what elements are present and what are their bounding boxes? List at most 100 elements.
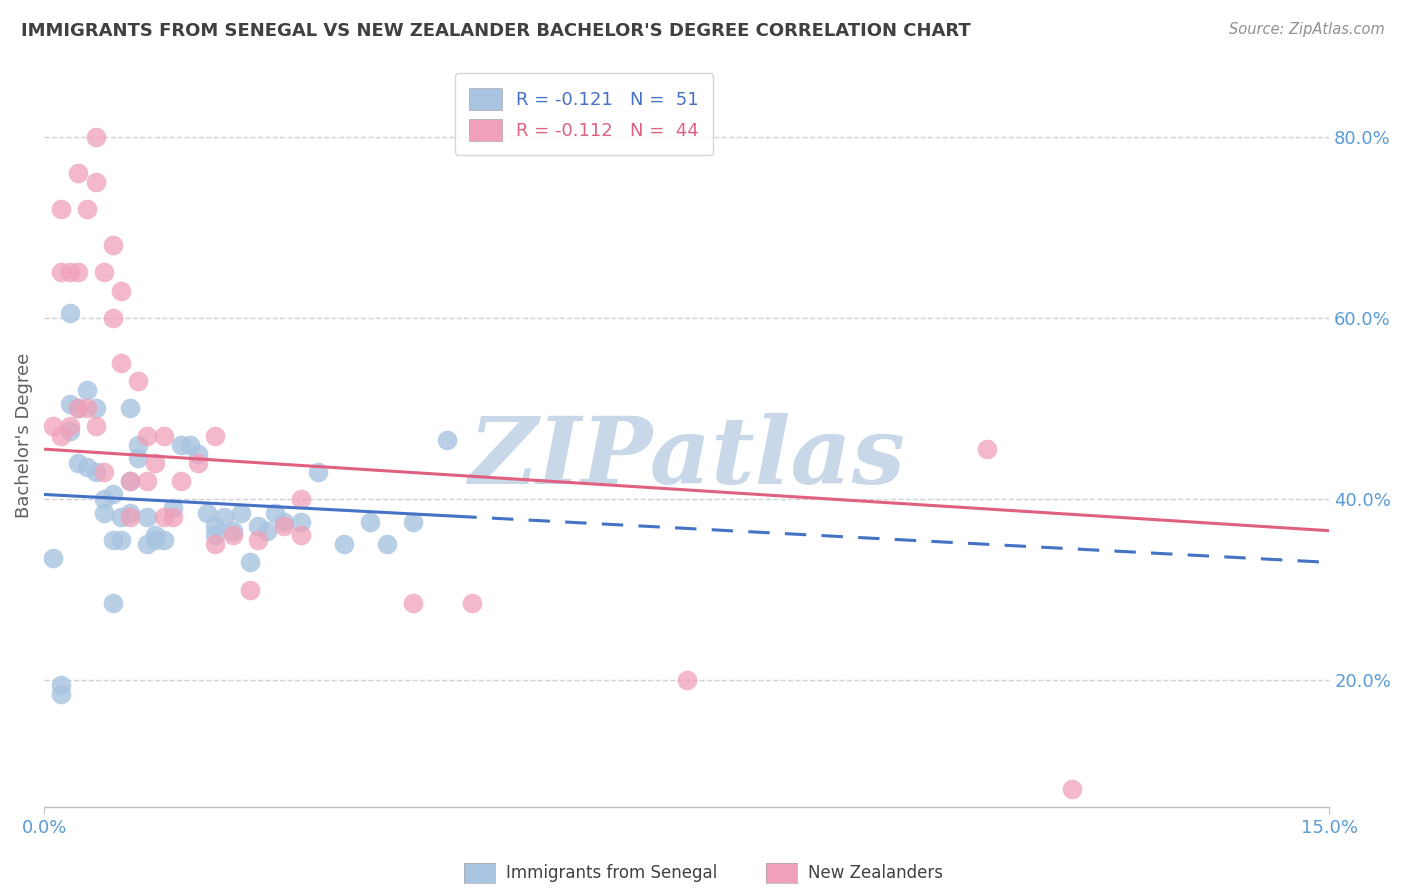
Point [333, 537, 356, 551]
Point [118, 510, 141, 524]
Point [51, 678, 73, 692]
Point [59, 397, 82, 411]
Point [59, 419, 82, 434]
Y-axis label: Bachelor's Degree: Bachelor's Degree [15, 353, 32, 518]
Point [93, 506, 115, 520]
Point [101, 596, 124, 610]
Point [135, 537, 157, 551]
Point [247, 519, 270, 533]
Text: Immigrants from Senegal: Immigrants from Senegal [506, 864, 717, 882]
Point [153, 533, 176, 547]
Point [118, 474, 141, 488]
Point [118, 506, 141, 520]
Point [264, 506, 287, 520]
Point [247, 533, 270, 547]
Point [101, 238, 124, 252]
Point [204, 528, 226, 542]
Point [84, 401, 107, 416]
Point [101, 533, 124, 547]
Point [59, 424, 82, 438]
Point [135, 474, 157, 488]
Point [170, 474, 193, 488]
Point [84, 419, 107, 434]
Point [67, 401, 90, 416]
Point [187, 447, 209, 461]
Point [67, 265, 90, 279]
Point [67, 166, 90, 180]
Point [187, 456, 209, 470]
Point [976, 442, 998, 457]
Text: ZIPatlas: ZIPatlas [468, 413, 905, 503]
Point [239, 556, 262, 570]
Point [110, 533, 132, 547]
Point [59, 306, 82, 320]
Point [51, 265, 73, 279]
Text: New Zealanders: New Zealanders [808, 864, 943, 882]
Point [239, 582, 262, 597]
Point [135, 510, 157, 524]
Point [110, 510, 132, 524]
Point [110, 284, 132, 298]
Point [84, 129, 107, 144]
Point [127, 437, 149, 451]
Point [461, 596, 484, 610]
Point [110, 356, 132, 370]
Point [359, 515, 381, 529]
Point [375, 537, 398, 551]
Point [145, 528, 167, 542]
Point [145, 533, 167, 547]
Point [76, 384, 98, 398]
Point [195, 506, 218, 520]
Point [170, 437, 193, 451]
Point [179, 437, 201, 451]
Point [84, 465, 107, 479]
Point [41, 419, 63, 434]
Point [127, 374, 149, 388]
Point [204, 428, 226, 442]
Point [153, 428, 176, 442]
Point [118, 474, 141, 488]
Point [273, 515, 295, 529]
Point [41, 550, 63, 565]
Point [153, 510, 176, 524]
Point [67, 456, 90, 470]
Point [118, 401, 141, 416]
Point [162, 501, 184, 516]
Point [76, 202, 98, 216]
Point [93, 465, 115, 479]
Point [135, 428, 157, 442]
Point [273, 519, 295, 533]
Point [290, 491, 312, 506]
Point [101, 487, 124, 501]
Point [231, 506, 253, 520]
Point [51, 202, 73, 216]
Point [145, 456, 167, 470]
Point [212, 510, 235, 524]
Point [101, 310, 124, 325]
Point [401, 596, 423, 610]
Point [67, 401, 90, 416]
Point [51, 428, 73, 442]
Point [59, 265, 82, 279]
Point [1062, 781, 1084, 796]
Point [436, 433, 458, 447]
Point [162, 510, 184, 524]
Point [93, 265, 115, 279]
Point [290, 528, 312, 542]
Point [290, 515, 312, 529]
Legend: R = -0.121   N =  51, R = -0.112   N =  44: R = -0.121 N = 51, R = -0.112 N = 44 [454, 73, 713, 155]
Point [204, 537, 226, 551]
Point [84, 175, 107, 189]
Point [76, 401, 98, 416]
Point [221, 528, 243, 542]
Point [401, 515, 423, 529]
Point [256, 524, 278, 538]
Text: IMMIGRANTS FROM SENEGAL VS NEW ZEALANDER BACHELOR'S DEGREE CORRELATION CHART: IMMIGRANTS FROM SENEGAL VS NEW ZEALANDER… [21, 22, 970, 40]
Text: Source: ZipAtlas.com: Source: ZipAtlas.com [1229, 22, 1385, 37]
Point [51, 687, 73, 701]
Point [221, 524, 243, 538]
Point [675, 673, 697, 688]
Point [307, 465, 329, 479]
Point [127, 451, 149, 466]
Point [204, 519, 226, 533]
